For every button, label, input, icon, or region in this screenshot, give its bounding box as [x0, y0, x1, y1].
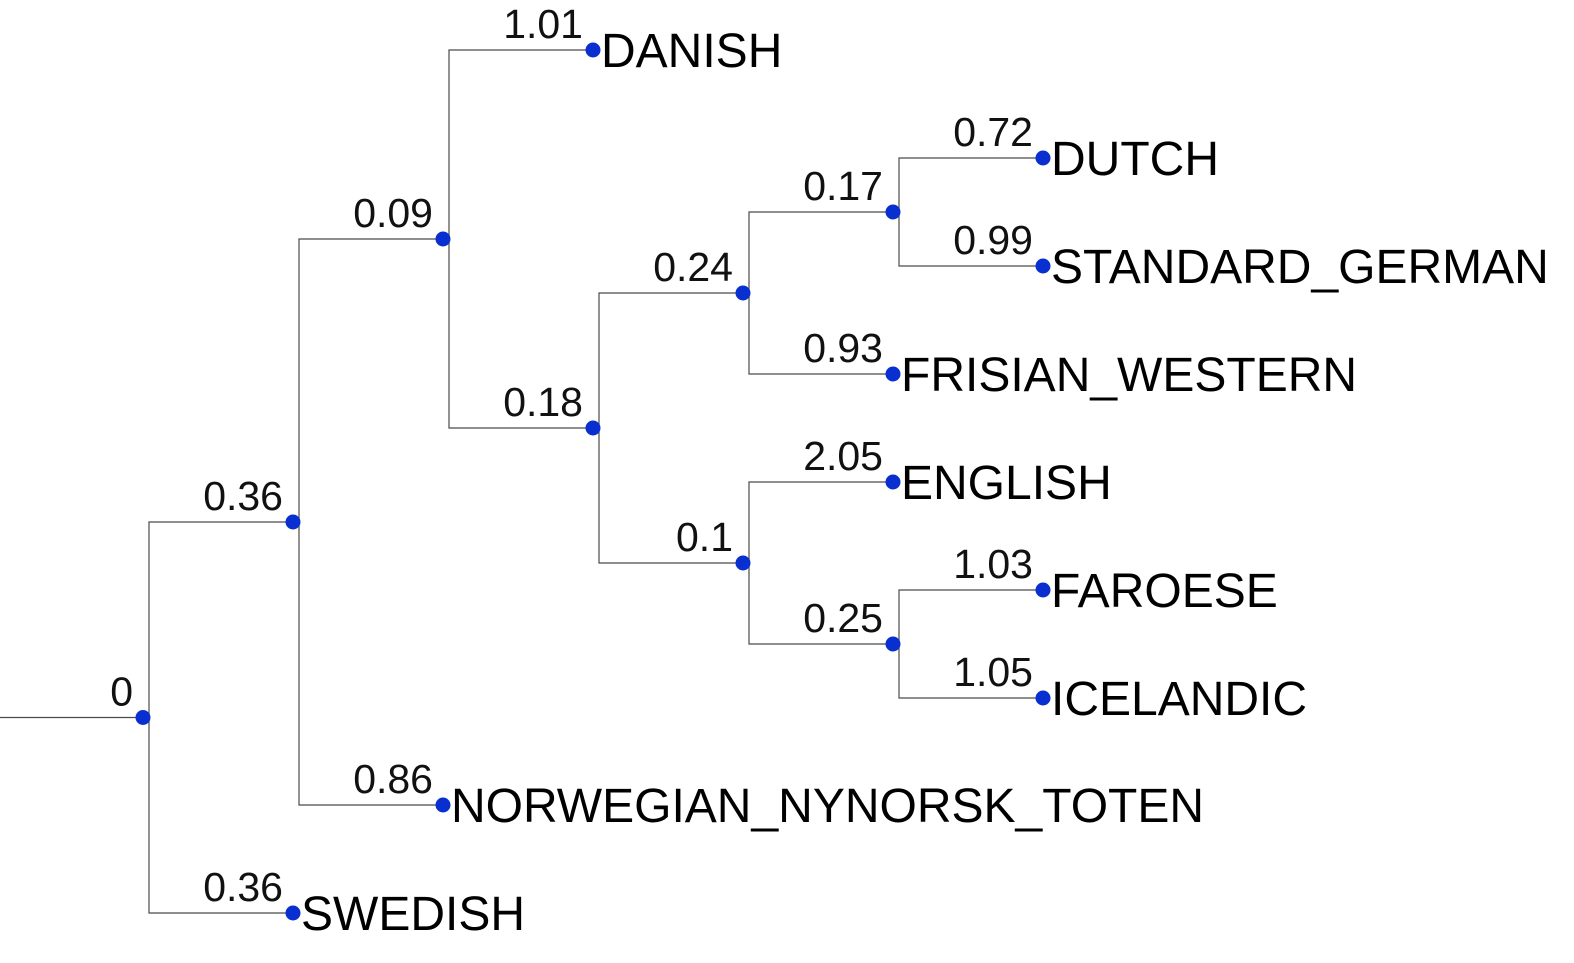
- branch-value-icelandic: 1.05: [953, 649, 1033, 695]
- node-dot-icelandic: [1035, 690, 1051, 706]
- branch-value-n1: 0.36: [203, 473, 283, 519]
- node-dot-n7: [885, 636, 901, 652]
- branch-n6: [748, 211, 893, 293]
- node-dot-n4: [735, 285, 751, 301]
- tree-branches: [0, 49, 1043, 914]
- branch-norwegian: [298, 522, 443, 806]
- leaf-label-icelandic: ICELANDIC: [1051, 673, 1307, 726]
- branch-frisian: [748, 293, 893, 375]
- branch-german: [898, 212, 1043, 267]
- branch-value-danish: 1.01: [503, 1, 583, 47]
- branch-value-frisian: 0.93: [803, 325, 883, 371]
- node-dot-n2: [435, 231, 451, 247]
- branch-value-dutch: 0.72: [953, 109, 1033, 155]
- branch-english: [748, 481, 893, 563]
- branch-n2: [298, 238, 443, 522]
- leaf-label-swedish: SWEDISH: [301, 888, 525, 941]
- node-dot-swedish: [285, 905, 301, 921]
- tree-nodes: [135, 42, 1051, 921]
- branch-value-swedish: 0.36: [203, 864, 283, 910]
- leaf-label-faroese: FAROESE: [1051, 565, 1278, 618]
- branch-value-n2: 0.09: [353, 190, 433, 236]
- branch-value-root: 0: [110, 669, 133, 715]
- branch-value-n5: 0.1: [676, 514, 733, 560]
- branch-dutch: [898, 157, 1043, 212]
- leaf-label-german: STANDARD_GERMAN: [1051, 241, 1549, 294]
- leaf-label-english: ENGLISH: [901, 457, 1112, 510]
- branch-value-n6: 0.17: [803, 163, 883, 209]
- tree-labels: 0 0.36 0.36 SWEDISH 0.09 0.86 NORWEGIAN_NYNORS…: [110, 1, 1549, 941]
- leaf-label-danish: DANISH: [601, 25, 782, 78]
- node-dot-dutch: [1035, 150, 1051, 166]
- branch-value-norwegian: 0.86: [353, 756, 433, 802]
- node-dot-norwegian: [435, 797, 451, 813]
- branch-n1: [148, 521, 293, 718]
- branch-n4: [598, 292, 743, 428]
- node-dot-frisian: [885, 366, 901, 382]
- node-dot-n6: [885, 204, 901, 220]
- branch-value-n7: 0.25: [803, 595, 883, 641]
- branch-n3: [448, 239, 593, 429]
- leaf-label-frisian: FRISIAN_WESTERN: [901, 349, 1357, 402]
- node-dot-german: [1035, 258, 1051, 274]
- branch-n5: [598, 428, 743, 564]
- node-dot-danish: [585, 42, 601, 58]
- node-dot-english: [885, 474, 901, 490]
- branch-value-n3: 0.18: [503, 379, 583, 425]
- node-dot-faroese: [1035, 582, 1051, 598]
- node-dot-n3: [585, 420, 601, 436]
- branch-value-n4: 0.24: [653, 244, 733, 290]
- branch-value-english: 2.05: [803, 433, 883, 479]
- branch-faroese: [898, 589, 1043, 644]
- branch-n7: [748, 563, 893, 645]
- branch-danish: [448, 49, 593, 239]
- branch-value-german: 0.99: [953, 217, 1033, 263]
- node-dot-root: [135, 710, 151, 725]
- branch-swedish: [148, 717, 293, 914]
- node-dot-n5: [735, 555, 751, 571]
- leaf-label-norwegian: NORWEGIAN_NYNORSK_TOTEN: [451, 780, 1204, 833]
- branch-icelandic: [898, 644, 1043, 699]
- leaf-label-dutch: DUTCH: [1051, 133, 1219, 186]
- branch-value-faroese: 1.03: [953, 541, 1033, 587]
- node-dot-n1: [285, 514, 301, 530]
